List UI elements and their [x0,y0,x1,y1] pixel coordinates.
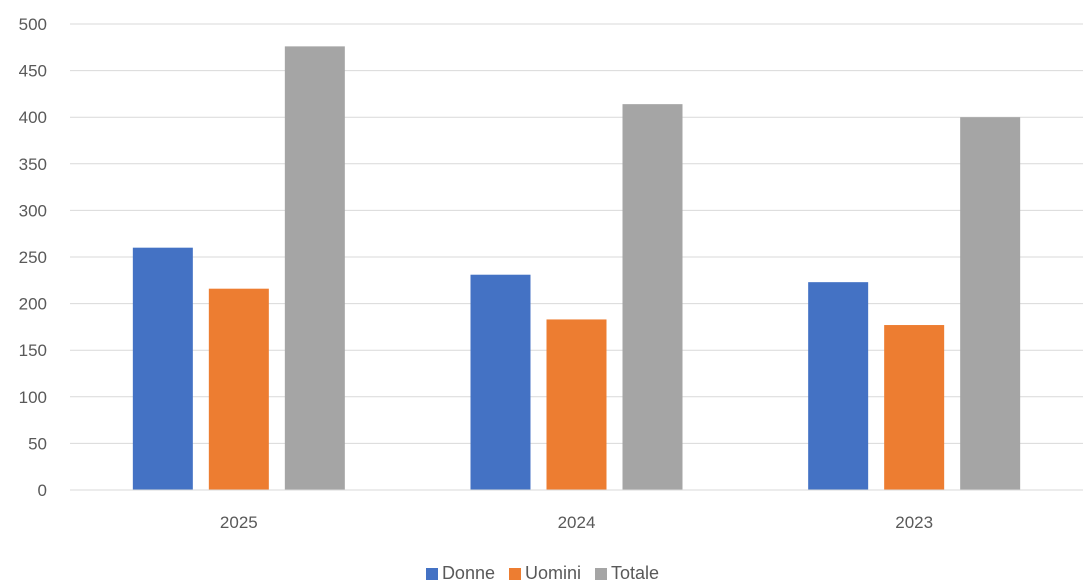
y-tick-label: 200 [19,295,47,314]
bar-totale-2025 [284,46,345,490]
bar-uomini-2024 [546,319,607,490]
y-tick-label: 50 [28,434,47,453]
x-tick-label: 2023 [895,513,933,532]
legend-label: Totale [611,563,660,583]
legend-item-totale: Totale [595,563,659,584]
bar-totale-2023 [960,117,1021,490]
legend-item-uomini: Uomini [508,563,581,584]
bars [132,46,1021,490]
legend: Donne Uomini Totale [0,563,1085,584]
y-tick-label: 500 [19,15,47,34]
x-axis-ticks: 2025 2024 2023 [70,489,1083,532]
y-tick-label: 400 [19,108,47,127]
bar-donne-2023 [808,282,869,490]
bar-donne-2024 [470,274,531,490]
legend-swatch [595,567,607,580]
y-tick-label: 450 [19,62,47,81]
y-tick-label: 0 [38,481,47,500]
legend-item-donne: Donne [425,563,495,584]
bar-uomini-2025 [208,288,269,490]
bar-donne-2025 [132,247,193,490]
legend-swatch [508,567,521,580]
y-tick-label: 150 [19,341,47,360]
y-tick-label: 250 [19,248,47,267]
x-tick-label: 2025 [220,513,258,532]
bar-uomini-2023 [884,325,945,490]
y-tick-label: 100 [19,388,47,407]
legend-label: Donne [441,563,495,583]
bar-totale-2024 [622,104,683,490]
y-axis-ticks: 0 50 100 150 200 250 300 350 400 450 500 [19,15,47,500]
y-tick-label: 300 [19,201,47,220]
y-tick-label: 350 [19,155,47,174]
x-tick-label: 2024 [558,513,596,532]
legend-label: Uomini [524,563,581,583]
legend-swatch [425,567,438,580]
